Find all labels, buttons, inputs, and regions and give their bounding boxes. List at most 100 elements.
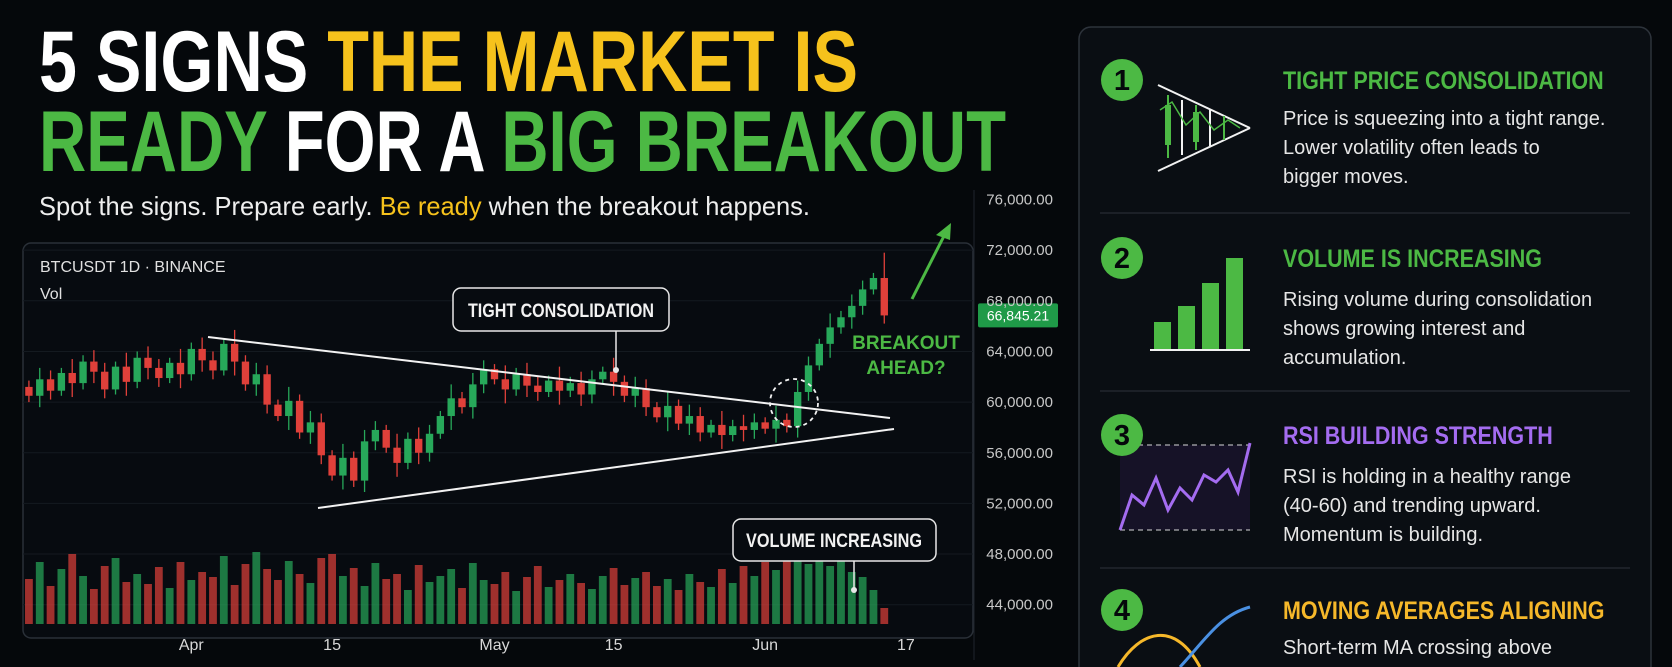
volume-bar <box>588 589 596 624</box>
candle-body <box>328 455 336 476</box>
volume-bar <box>663 579 672 624</box>
volume-bar <box>209 577 217 624</box>
candle-body <box>209 360 217 371</box>
candle-body <box>415 438 423 453</box>
volume-bar <box>25 579 33 624</box>
volume-bar <box>79 576 87 624</box>
candle-body <box>523 374 531 386</box>
breakout-label: BREAKOUT <box>852 333 960 354</box>
candle-body <box>404 438 412 463</box>
y-tick-label: 68,000.00 <box>986 293 1053 310</box>
volume-bar <box>837 558 845 624</box>
number-badge <box>1101 589 1143 631</box>
volume-bar <box>219 556 228 624</box>
volume-bar <box>479 580 488 624</box>
candle-body <box>750 422 759 430</box>
candle-body <box>187 348 196 375</box>
volume-bar <box>696 582 705 624</box>
candle-body <box>36 379 44 396</box>
y-tick-label: 60,000.00 <box>986 394 1053 411</box>
x-tick-label: 15 <box>605 637 623 654</box>
volume-bar <box>468 563 477 624</box>
volume-bar <box>653 586 661 624</box>
annotation-box <box>732 518 937 562</box>
candle-body <box>501 379 509 390</box>
volume-bar <box>263 569 272 624</box>
volume-bar <box>425 582 434 624</box>
candle-body <box>772 419 780 429</box>
volume-bar <box>826 566 835 624</box>
card-title-group: VOLUME IS INCREASING <box>1283 244 1542 272</box>
candle-body <box>144 357 152 368</box>
number: 2 <box>1114 243 1130 275</box>
candle-body <box>263 374 271 405</box>
y-tick-label: 56,000.00 <box>986 445 1053 462</box>
card-text: RSI is holding in a healthy range <box>1283 466 1571 488</box>
candle-body <box>46 379 55 391</box>
volume-bar <box>750 576 759 624</box>
subtitle-part: Spot the signs. Prepare early. <box>39 191 380 221</box>
volume-icon <box>1150 258 1250 351</box>
volume-bar <box>523 577 531 624</box>
candle-body <box>718 424 726 436</box>
candle-body <box>57 372 66 391</box>
y-tick-label: 64,000.00 <box>986 343 1053 360</box>
volume-bar <box>403 590 412 624</box>
title-part: READY <box>39 94 267 190</box>
candle-body <box>588 379 596 395</box>
volume-bar <box>46 586 55 624</box>
candle-body <box>339 457 347 476</box>
candle-body <box>544 380 553 392</box>
volume-bar <box>176 562 185 624</box>
resistance-line <box>207 336 891 419</box>
candle-body <box>285 400 293 417</box>
title-part: THE MARKET IS <box>327 14 858 110</box>
annotation-label: VOLUME INCREASING <box>746 531 922 552</box>
volume-bar <box>89 589 98 624</box>
candle-body <box>295 400 304 433</box>
candle-body <box>642 388 650 408</box>
x-tick-label: Jun <box>752 637 778 654</box>
card-text: Price is squeezing into a tight range. <box>1283 108 1605 130</box>
volume-bar <box>782 554 791 624</box>
candle-body <box>111 366 120 390</box>
volume-bar <box>241 564 250 624</box>
candle-body <box>165 362 174 379</box>
candle-body <box>479 369 488 385</box>
volume-bar <box>198 572 207 624</box>
candle-body <box>306 422 315 433</box>
candle-body <box>252 374 260 385</box>
candle-body <box>858 289 867 306</box>
card-title: RSI BUILDING STRENGTH <box>1283 421 1553 449</box>
breakout-circle <box>769 378 819 428</box>
rsi-icon <box>1118 442 1252 531</box>
candle-body <box>837 317 845 328</box>
candle-body <box>566 383 574 391</box>
volume-bar <box>100 566 109 624</box>
card-text: accumulation. <box>1283 347 1406 369</box>
candle-body <box>620 381 629 396</box>
card-title: TIGHT PRICE CONSOLIDATION <box>1283 66 1604 94</box>
candle-body <box>577 383 585 395</box>
volume-bar <box>858 577 867 624</box>
volume-bar <box>339 576 347 624</box>
subtitle: Spot the signs. Prepare early. Be ready … <box>39 191 810 221</box>
y-tick-label: 52,000.00 <box>986 495 1053 512</box>
number-badge <box>1101 414 1143 456</box>
breakout-label: AHEAD? <box>866 358 945 379</box>
card-text: Momentum is building. <box>1283 524 1483 546</box>
candle-body <box>609 371 618 382</box>
volume-bar <box>68 554 77 624</box>
card-text: bigger moves. <box>1283 166 1409 188</box>
volume-bar <box>274 580 282 624</box>
candle-body <box>458 398 466 408</box>
candle-body <box>79 361 87 384</box>
candle-body <box>371 429 380 442</box>
candle-body <box>274 404 282 417</box>
chart <box>23 249 1058 624</box>
card-title-group: TIGHT PRICE CONSOLIDATION <box>1283 66 1604 94</box>
volume-bar <box>631 578 640 624</box>
candle-body <box>317 422 325 456</box>
candle-body <box>534 385 542 392</box>
